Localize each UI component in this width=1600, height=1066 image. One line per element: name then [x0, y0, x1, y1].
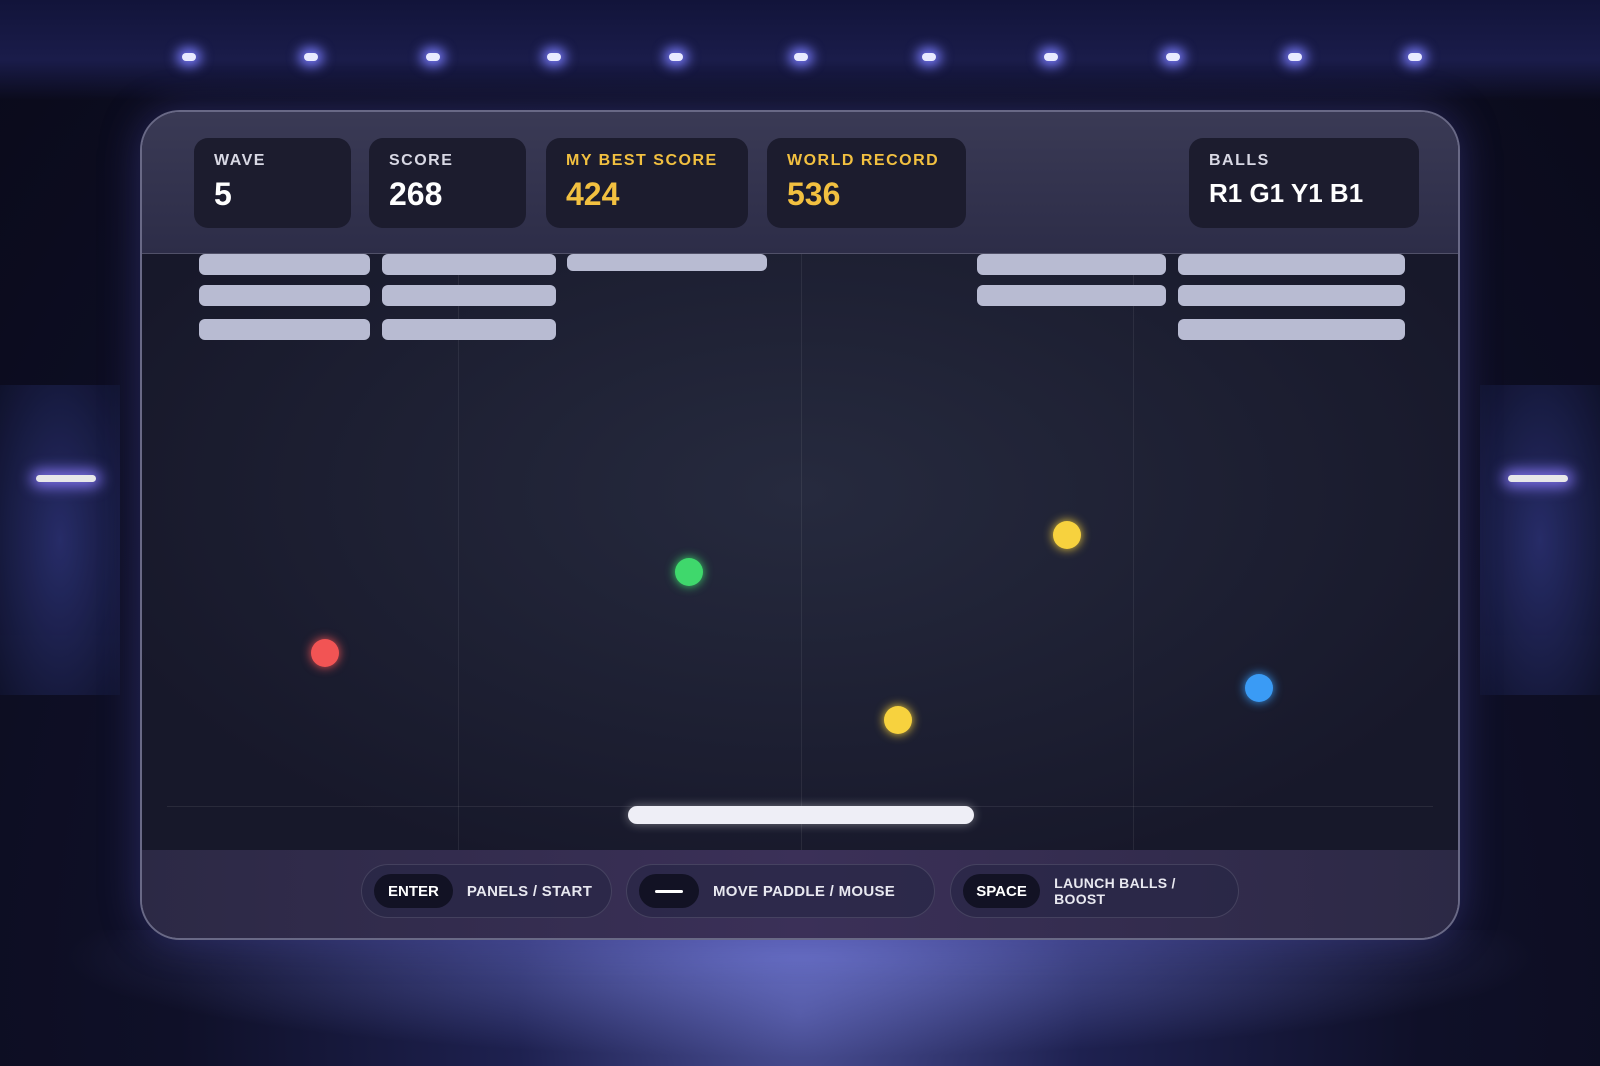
- ball-yellow: [884, 706, 912, 734]
- stage-light: [1408, 53, 1422, 61]
- score-label: SCORE: [389, 152, 454, 169]
- dash-icon: [655, 889, 683, 893]
- brick: [199, 319, 370, 340]
- stage-lights: [0, 0, 1600, 100]
- brick: [199, 254, 370, 275]
- right-stage-screen: [1480, 385, 1600, 695]
- best-score-stat: MY BEST SCORE 424: [546, 138, 748, 228]
- score-stat: SCORE 268: [369, 138, 526, 228]
- wave-value: 5: [214, 176, 232, 212]
- play-field[interactable]: [142, 254, 1458, 850]
- stage-light: [669, 53, 683, 61]
- best-score-label: MY BEST SCORE: [566, 152, 718, 169]
- ball-blue: [1245, 674, 1273, 702]
- brick: [1178, 254, 1405, 275]
- stage-light: [922, 53, 936, 61]
- best-score-value: 424: [566, 176, 620, 212]
- controls-bar: ENTER PANELS / START MOVE PADDLE / MOUSE…: [142, 850, 1458, 938]
- control-label: MOVE PADDLE / MOUSE: [713, 882, 896, 900]
- world-record-label: WORLD RECORD: [787, 152, 940, 169]
- ball-red: [311, 639, 339, 667]
- stage-light: [794, 53, 808, 61]
- ball-green: [675, 558, 703, 586]
- score-value: 268: [389, 176, 443, 212]
- control-hint-move: MOVE PADDLE / MOUSE: [626, 864, 935, 918]
- stage-light: [426, 53, 440, 61]
- stage-light: [1044, 53, 1058, 61]
- space-key[interactable]: SPACE: [963, 874, 1041, 908]
- wave-stat: WAVE 5: [194, 138, 351, 228]
- brick: [977, 254, 1166, 275]
- wave-label: WAVE: [214, 152, 266, 169]
- control-hint-enter: ENTER PANELS / START: [361, 864, 612, 918]
- brick: [1178, 285, 1405, 306]
- balls-value: R1 G1 Y1 B1: [1209, 178, 1364, 208]
- stage-light: [182, 53, 196, 61]
- brick: [1178, 319, 1405, 340]
- ball-yellow: [1053, 521, 1081, 549]
- control-hint-space: SPACE LAUNCH BALLS / BOOST: [950, 864, 1239, 918]
- light-bar-icon: [36, 475, 96, 482]
- lane-divider: [801, 254, 802, 850]
- stage-light: [1288, 53, 1302, 61]
- brick: [199, 285, 370, 306]
- lane-divider: [458, 254, 459, 850]
- lane-divider: [1133, 254, 1134, 850]
- paddle[interactable]: [628, 806, 974, 824]
- balls-stat: BALLS R1 G1 Y1 B1: [1189, 138, 1419, 228]
- control-label: LAUNCH BALLS / BOOST: [1054, 875, 1176, 907]
- stage-light: [304, 53, 318, 61]
- hud: WAVE 5 SCORE 268 MY BEST SCORE 424 WORLD…: [142, 112, 1458, 254]
- left-stage-screen: [0, 385, 120, 695]
- move-key[interactable]: [639, 874, 699, 908]
- brick: [977, 285, 1166, 306]
- enter-key[interactable]: ENTER: [374, 874, 453, 908]
- brick: [567, 254, 767, 271]
- brick: [382, 254, 556, 275]
- brick: [382, 285, 556, 306]
- stage-light: [547, 53, 561, 61]
- brick: [382, 319, 556, 340]
- stage-floor: [0, 930, 1600, 1066]
- world-record-stat: WORLD RECORD 536: [767, 138, 966, 228]
- stage-light: [1166, 53, 1180, 61]
- game-panel: WAVE 5 SCORE 268 MY BEST SCORE 424 WORLD…: [140, 110, 1460, 940]
- balls-label: BALLS: [1209, 152, 1270, 169]
- light-bar-icon: [1508, 475, 1568, 482]
- world-record-value: 536: [787, 176, 841, 212]
- control-label: PANELS / START: [466, 882, 593, 900]
